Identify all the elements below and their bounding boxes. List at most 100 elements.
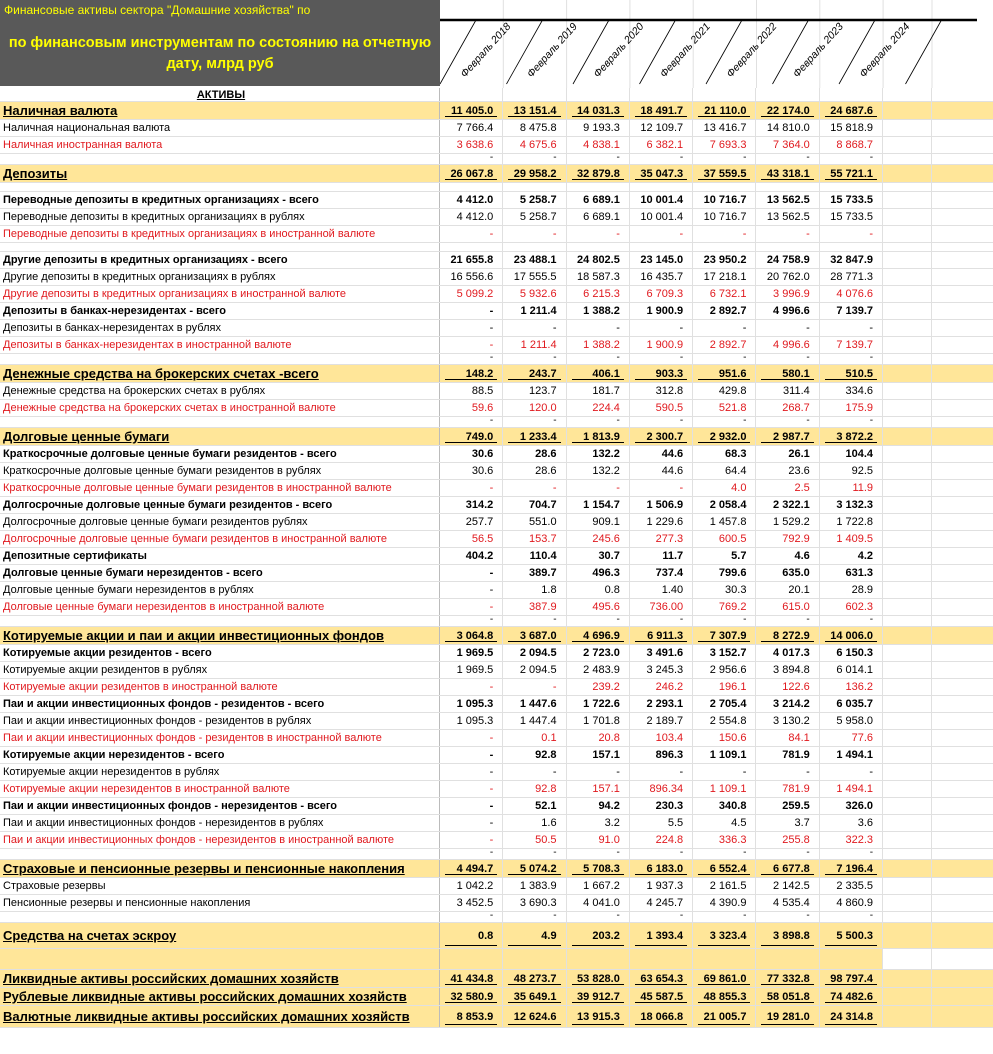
value-cell[interactable]: 157.1 bbox=[567, 747, 630, 763]
value-cell[interactable]: 6 035.7 bbox=[820, 696, 884, 712]
value-cell[interactable]: 4.2 bbox=[820, 548, 884, 564]
value-cell[interactable]: 6 689.1 bbox=[567, 209, 630, 225]
value-cell[interactable]: 12 624.6 bbox=[503, 1006, 567, 1027]
value-cell[interactable]: 1 095.3 bbox=[440, 696, 504, 712]
row-label[interactable]: Котируемые акции и паи и акции инвестици… bbox=[0, 627, 440, 644]
value-cell[interactable]: 1 211.4 bbox=[503, 303, 567, 319]
row-label[interactable]: Долгосрочные долговые ценные бумаги рези… bbox=[0, 497, 440, 513]
row-label[interactable] bbox=[0, 154, 440, 164]
value-cell[interactable]: - bbox=[440, 747, 504, 763]
empty-cell[interactable] bbox=[932, 383, 993, 399]
row-label[interactable]: Котируемые акции резидентов в рублях bbox=[0, 662, 440, 678]
value-cell[interactable]: 37 559.5 bbox=[693, 165, 757, 182]
empty-cell[interactable] bbox=[932, 120, 993, 136]
value-cell[interactable]: - bbox=[440, 679, 504, 695]
value-cell[interactable]: 2 142.5 bbox=[756, 878, 820, 894]
value-cell[interactable]: - bbox=[440, 320, 504, 336]
empty-cell[interactable] bbox=[932, 400, 993, 416]
value-cell[interactable]: 495.6 bbox=[567, 599, 630, 615]
row-label[interactable]: Паи и акции инвестиционных фондов - нере… bbox=[0, 798, 440, 814]
value-cell[interactable] bbox=[567, 183, 630, 191]
empty-cell[interactable] bbox=[883, 165, 933, 182]
value-cell[interactable]: 951.6 bbox=[693, 365, 757, 382]
value-cell[interactable]: 2 554.8 bbox=[693, 713, 757, 729]
value-cell[interactable]: 13 562.5 bbox=[756, 209, 820, 225]
empty-cell[interactable] bbox=[932, 365, 993, 382]
value-cell[interactable]: 7 364.0 bbox=[756, 137, 820, 153]
row-label[interactable]: Долгосрочные долговые ценные бумаги рези… bbox=[0, 514, 440, 530]
empty-cell[interactable] bbox=[883, 849, 933, 859]
value-cell[interactable]: 4.9 bbox=[503, 923, 567, 948]
value-cell[interactable] bbox=[756, 88, 820, 101]
value-cell[interactable]: 3.2 bbox=[567, 815, 630, 831]
value-cell[interactable]: 635.0 bbox=[756, 565, 820, 581]
value-cell[interactable]: - bbox=[567, 615, 630, 626]
empty-cell[interactable] bbox=[883, 337, 933, 353]
row-label[interactable]: Страховые и пенсионные резервы и пенсион… bbox=[0, 860, 440, 877]
value-cell[interactable]: 92.5 bbox=[820, 463, 884, 479]
empty-cell[interactable] bbox=[883, 102, 933, 119]
value-cell[interactable]: 30.6 bbox=[440, 463, 504, 479]
value-cell[interactable] bbox=[440, 183, 504, 191]
value-cell[interactable]: 4 494.7 bbox=[440, 860, 504, 877]
value-cell[interactable]: - bbox=[756, 848, 820, 859]
empty-cell[interactable] bbox=[883, 417, 933, 427]
empty-cell[interactable] bbox=[883, 923, 933, 948]
value-cell[interactable]: 32 879.8 bbox=[567, 165, 630, 182]
row-label[interactable]: Депозиты в банках-нерезидентах - всего bbox=[0, 303, 440, 319]
value-cell[interactable]: 15 733.5 bbox=[820, 209, 884, 225]
row-label[interactable]: Переводные депозиты в кредитных организа… bbox=[0, 209, 440, 225]
empty-cell[interactable] bbox=[932, 696, 993, 712]
value-cell[interactable]: 17 555.5 bbox=[503, 269, 567, 285]
value-cell[interactable]: - bbox=[693, 615, 757, 626]
value-cell[interactable]: - bbox=[440, 337, 504, 353]
value-cell[interactable]: - bbox=[567, 848, 630, 859]
value-cell[interactable]: 18 066.8 bbox=[630, 1006, 694, 1027]
row-label[interactable]: Денежные средства на брокерских счетах -… bbox=[0, 365, 440, 382]
value-cell[interactable]: 13 416.7 bbox=[693, 120, 757, 136]
value-cell[interactable]: 1 813.9 bbox=[567, 428, 630, 445]
value-cell[interactable]: 15 818.9 bbox=[820, 120, 884, 136]
empty-cell[interactable] bbox=[932, 860, 993, 877]
value-cell[interactable]: 7 139.7 bbox=[820, 337, 884, 353]
value-cell[interactable]: 7 307.9 bbox=[693, 627, 757, 644]
empty-cell[interactable] bbox=[883, 286, 933, 302]
value-cell[interactable]: 35 047.3 bbox=[630, 165, 694, 182]
value-cell[interactable]: 63 654.3 bbox=[630, 970, 694, 987]
value-cell[interactable]: 148.2 bbox=[440, 365, 504, 382]
value-cell[interactable]: 10 716.7 bbox=[693, 209, 757, 225]
empty-cell[interactable] bbox=[932, 895, 993, 911]
value-cell[interactable]: 5 258.7 bbox=[503, 192, 567, 208]
row-label[interactable]: Денежные средства на брокерских счетах в… bbox=[0, 383, 440, 399]
value-cell[interactable]: 2 483.9 bbox=[567, 662, 630, 678]
value-cell[interactable]: - bbox=[567, 911, 630, 922]
empty-cell[interactable] bbox=[883, 365, 933, 382]
value-cell[interactable]: 26 067.8 bbox=[440, 165, 504, 182]
value-cell[interactable] bbox=[440, 88, 504, 101]
value-cell[interactable]: - bbox=[503, 911, 567, 922]
value-cell[interactable]: - bbox=[503, 764, 567, 780]
empty-cell[interactable] bbox=[883, 616, 933, 626]
empty-cell[interactable] bbox=[932, 923, 993, 948]
value-cell[interactable]: 21 655.8 bbox=[440, 252, 504, 268]
empty-cell[interactable] bbox=[932, 912, 993, 922]
value-cell[interactable]: 98 797.4 bbox=[820, 970, 884, 987]
empty-cell[interactable] bbox=[932, 798, 993, 814]
value-cell[interactable]: 257.7 bbox=[440, 514, 504, 530]
value-cell[interactable]: 19 281.0 bbox=[756, 1006, 820, 1027]
value-cell[interactable]: - bbox=[756, 416, 820, 427]
empty-cell[interactable] bbox=[932, 970, 993, 987]
value-cell[interactable] bbox=[693, 88, 757, 101]
value-cell[interactable]: 41 434.8 bbox=[440, 970, 504, 987]
empty-cell[interactable] bbox=[883, 531, 933, 547]
value-cell[interactable]: 11.7 bbox=[630, 548, 694, 564]
value-cell[interactable]: 1 447.4 bbox=[503, 713, 567, 729]
value-cell[interactable]: 3.6 bbox=[820, 815, 884, 831]
value-cell[interactable]: 50.5 bbox=[503, 832, 567, 848]
empty-cell[interactable] bbox=[932, 514, 993, 530]
empty-cell[interactable] bbox=[932, 102, 993, 119]
value-cell[interactable]: 28.6 bbox=[503, 463, 567, 479]
title-cell[interactable]: Финансовые активы сектора "Домашние хозя… bbox=[0, 0, 440, 86]
value-cell[interactable]: 1 494.1 bbox=[820, 781, 884, 797]
empty-cell[interactable] bbox=[883, 832, 933, 848]
